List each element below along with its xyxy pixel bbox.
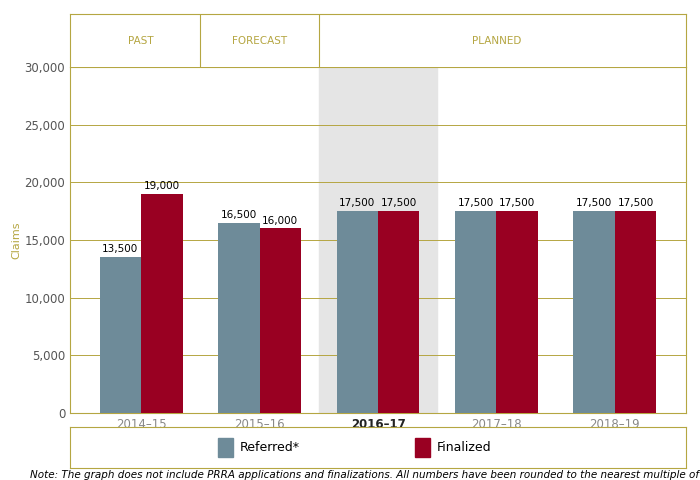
Text: 13,500: 13,500	[102, 244, 139, 254]
Bar	[99, 257, 141, 413]
Text: FORECAST: FORECAST	[232, 36, 287, 46]
Text: 17,500: 17,500	[339, 198, 375, 208]
FancyBboxPatch shape	[415, 438, 430, 456]
Text: 16,000: 16,000	[262, 216, 298, 226]
Bar	[615, 211, 657, 413]
Y-axis label: Claims: Claims	[12, 221, 22, 259]
Bar	[455, 211, 496, 413]
Text: 17,500: 17,500	[499, 198, 536, 208]
Text: PLANNED: PLANNED	[472, 36, 521, 46]
Text: 19,000: 19,000	[144, 181, 180, 191]
Text: Finalized: Finalized	[437, 441, 491, 454]
Text: 17,500: 17,500	[576, 198, 612, 208]
FancyBboxPatch shape	[218, 438, 233, 456]
Text: 17,500: 17,500	[617, 198, 654, 208]
Bar	[337, 211, 378, 413]
Bar	[260, 228, 301, 413]
Text: Note: The graph does not include PRRA applications and finalizations. All number: Note: The graph does not include PRRA ap…	[30, 470, 700, 480]
Bar	[218, 223, 260, 413]
Text: 17,500: 17,500	[458, 198, 494, 208]
Text: 16,500: 16,500	[220, 210, 257, 220]
Bar	[318, 67, 438, 413]
Text: 17,500: 17,500	[381, 198, 417, 208]
Bar	[141, 194, 183, 413]
Text: Referred*: Referred*	[239, 441, 300, 454]
Bar	[573, 211, 615, 413]
Text: PAST: PAST	[128, 36, 154, 46]
Bar	[496, 211, 538, 413]
Bar	[378, 211, 419, 413]
